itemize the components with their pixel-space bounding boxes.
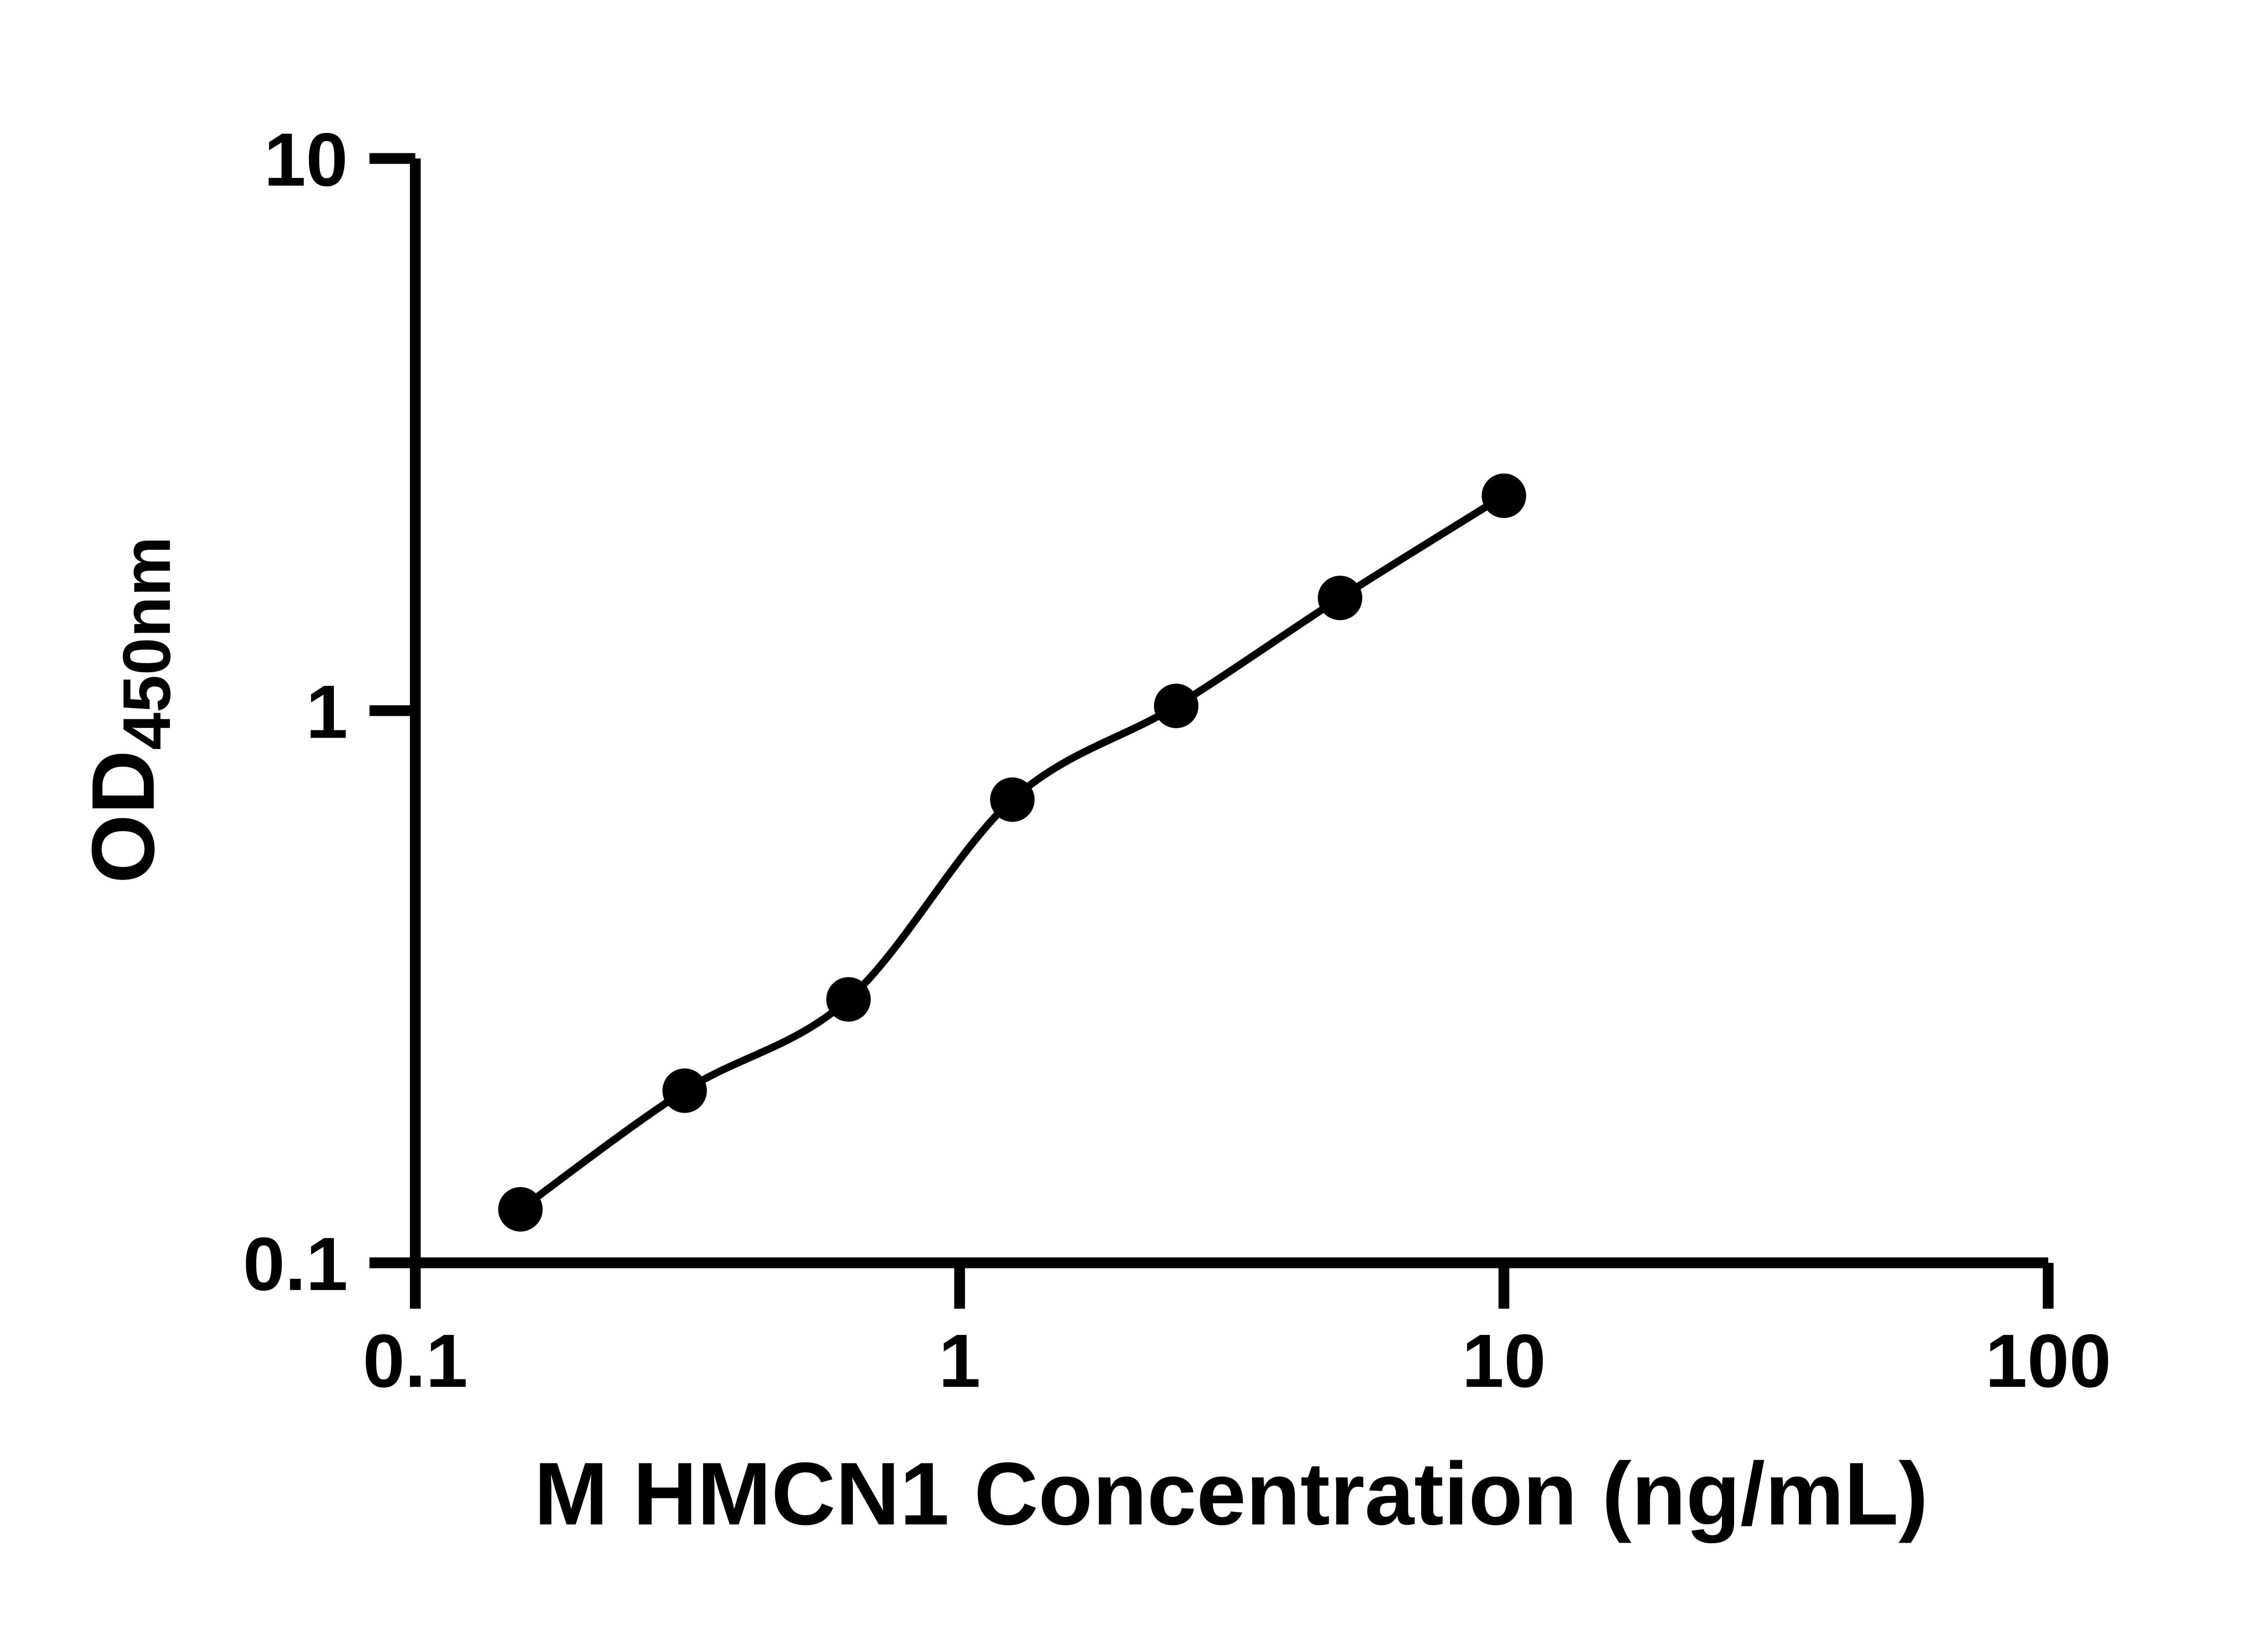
data-point xyxy=(826,977,871,1022)
data-point xyxy=(1318,576,1363,621)
data-point xyxy=(662,1068,707,1113)
y-axis-title-subscript: 450nm xyxy=(109,537,185,750)
y-tick-label: 10 xyxy=(264,117,348,202)
data-point xyxy=(990,777,1035,822)
x-tick-label: 10 xyxy=(1462,1319,1546,1403)
y-tick-label: 0.1 xyxy=(243,1222,348,1306)
x-axis-title: M HMCN1 Concentration (ng/mL) xyxy=(534,1444,1928,1544)
ticks-layer: 0.1 1 10 100 0.1 1 10 xyxy=(243,117,2112,1403)
axes-layer xyxy=(410,158,2048,1268)
y-axis-title-main: OD xyxy=(73,750,173,883)
data-point xyxy=(1154,684,1199,728)
data-points-layer xyxy=(498,473,1526,1232)
x-tick-label: 0.1 xyxy=(363,1319,468,1403)
data-point xyxy=(498,1187,543,1232)
x-tick-label: 100 xyxy=(1985,1319,2112,1403)
y-tick-label: 1 xyxy=(306,670,348,754)
y-axis-title: OD450nm xyxy=(73,537,185,884)
data-point xyxy=(1481,473,1526,518)
x-tick-label: 1 xyxy=(938,1319,981,1403)
